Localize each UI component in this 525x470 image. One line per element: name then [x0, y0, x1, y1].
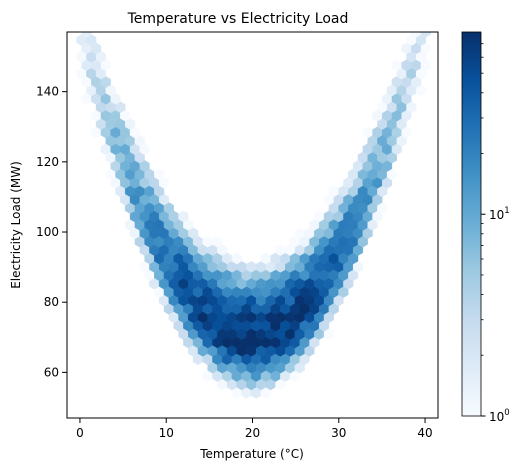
x-tick-label: 20: [245, 426, 260, 440]
x-tick-label: 0: [76, 426, 84, 440]
y-tick-label: 100: [36, 225, 59, 239]
y-tick-label: 60: [44, 365, 59, 379]
hexbin-cells: [77, 26, 431, 398]
y-tick-label: 120: [36, 155, 59, 169]
y-tick-label: 140: [36, 85, 59, 99]
y-axis-label: Electricity Load (MW): [9, 161, 23, 289]
x-axis-label: Temperature (°C): [199, 447, 304, 461]
x-axis: 0 10 20 30 40: [76, 418, 433, 440]
y-axis: 60 80 100 120 140: [36, 85, 67, 380]
colorbar-ticks: 100 101: [481, 44, 510, 424]
colorbar: [462, 32, 481, 416]
x-tick-label: 30: [331, 426, 346, 440]
chart-title: Temperature vs Electricity Load: [127, 11, 349, 27]
y-tick-label: 80: [44, 295, 59, 309]
x-tick-label: 10: [159, 426, 174, 440]
colorbar-tick-label: 101: [489, 206, 510, 222]
x-tick-label: 40: [417, 426, 432, 440]
colorbar-tick-label: 100: [489, 408, 510, 424]
